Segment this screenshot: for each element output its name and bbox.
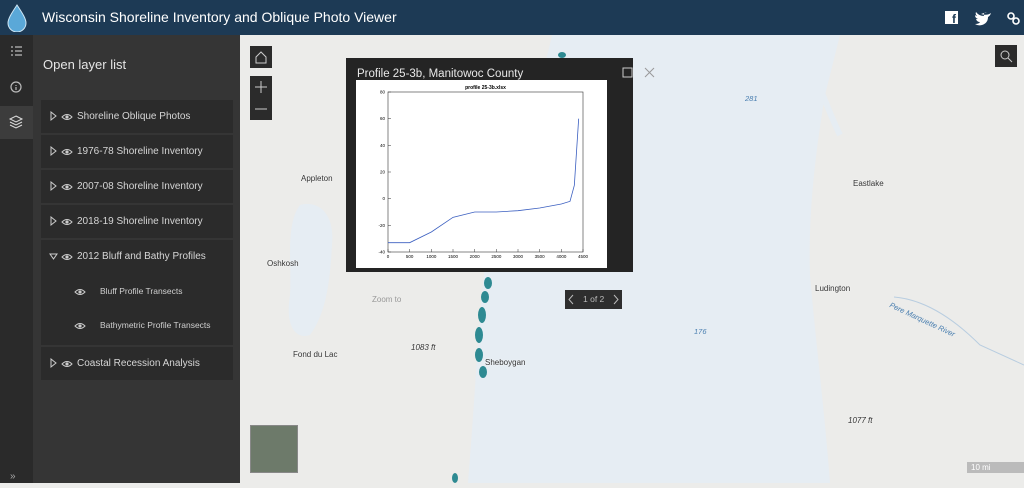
layer-label: 2018-19 Shoreline Inventory — [77, 216, 203, 227]
map-label: Oshkosh — [267, 259, 299, 268]
plot-frame — [387, 91, 584, 253]
layer-icons — [50, 146, 73, 157]
logo — [7, 4, 27, 32]
y-tick-label: 80 — [380, 90, 386, 95]
x-tick-label: 2000 — [470, 254, 481, 259]
y-tick-label: 20 — [380, 170, 386, 175]
layer-icons — [50, 111, 73, 122]
layer-icons — [49, 253, 73, 260]
profile-line — [388, 118, 580, 244]
y-tick-label: -40 — [378, 250, 385, 255]
map-label: Appleton — [301, 174, 333, 183]
popup-controls[interactable] — [620, 66, 658, 80]
panel-title: Open layer list — [43, 57, 127, 72]
layer-item[interactable]: 2007-08 Shoreline Inventory — [41, 170, 233, 203]
layer-icons — [50, 358, 73, 369]
svg-text:f: f — [952, 12, 957, 26]
x-tick-label: 1000 — [426, 254, 437, 259]
layer-label: 1976-78 Shoreline Inventory — [77, 146, 203, 157]
map-label: 176 — [694, 327, 707, 336]
layer-panel: Open layer list Shoreline Oblique Photos… — [33, 35, 240, 483]
layer-item[interactable]: Shoreline Oblique Photos — [41, 100, 233, 133]
popup: Profile 25-3b, Manitowoc County profile … — [346, 58, 633, 272]
layer-icons — [50, 216, 73, 227]
chart-title: profile 25-3b.xlsx — [465, 85, 506, 91]
map-label: 1077 ft — [848, 416, 873, 425]
x-tick-label: 2500 — [491, 254, 502, 259]
x-tick-label: 1500 — [448, 254, 459, 259]
layer-item[interactable]: 2012 Bluff and Bathy Profiles Bluff Profi… — [41, 240, 233, 345]
sublayer-label[interactable]: Bluff Profile Transects — [100, 286, 183, 296]
x-tick-label: 3000 — [513, 254, 524, 259]
header: Wisconsin Shoreline Inventory and Obliqu… — [0, 0, 1024, 35]
pager[interactable]: 1 of 2 — [565, 290, 622, 309]
layer-item[interactable]: 2018-19 Shoreline Inventory — [41, 205, 233, 238]
pager-text: 1 of 2 — [583, 294, 605, 304]
x-tick-label: 500 — [406, 254, 414, 259]
x-tick-label: 3500 — [535, 254, 546, 259]
share-icons[interactable]: f — [945, 10, 1020, 26]
map-label: 1083 ft — [411, 343, 436, 352]
x-tick-label: 0 — [387, 254, 390, 259]
app-title: Wisconsin Shoreline Inventory and Obliqu… — [42, 9, 397, 25]
y-tick-label: 0 — [382, 196, 385, 201]
eye-icon — [74, 323, 86, 329]
x-tick-label: 4000 — [556, 254, 567, 259]
popup-title: Profile 25-3b, Manitowoc County — [357, 68, 524, 80]
layer-label: 2007-08 Shoreline Inventory — [77, 181, 203, 192]
layer-label: 2012 Bluff and Bathy Profiles — [77, 251, 206, 262]
y-tick-label: 60 — [380, 116, 386, 121]
profile-chart: profile 25-3b.xlsx -40 -20 0 20 40 60 80 0 500 100… — [356, 80, 607, 268]
map-label: Eastlake — [853, 179, 884, 188]
home-button[interactable] — [250, 46, 272, 68]
map-label: 281 — [745, 94, 758, 103]
search-button[interactable] — [995, 45, 1017, 67]
layer-label: Coastal Recession Analysis — [77, 358, 200, 369]
basemap-toggle[interactable] — [250, 425, 298, 473]
scale-bar: 10 mi — [967, 462, 1024, 473]
layer-item[interactable]: Coastal Recession Analysis — [41, 347, 233, 380]
layer-item[interactable]: 1976-78 Shoreline Inventory — [41, 135, 233, 168]
y-tick-label: 40 — [380, 143, 386, 148]
icon-strip: » — [0, 35, 33, 483]
y-tick-label: -20 — [378, 223, 385, 228]
zoom-buttons[interactable] — [250, 76, 272, 120]
map-label: Ludington — [815, 284, 851, 293]
map-label: Sheboygan — [485, 358, 526, 367]
zoom-to[interactable]: Zoom to — [372, 295, 402, 304]
map-label: Fond du Lac — [293, 350, 338, 359]
strip-icons[interactable]: » — [0, 35, 33, 483]
layer-icons — [50, 181, 73, 192]
x-tick-label: 4500 — [578, 254, 589, 259]
svg-text:»: » — [10, 471, 16, 482]
eye-icon — [74, 289, 86, 295]
layer-label: Shoreline Oblique Photos — [77, 111, 191, 122]
sublayer-label[interactable]: Bathymetric Profile Transects — [100, 320, 211, 330]
